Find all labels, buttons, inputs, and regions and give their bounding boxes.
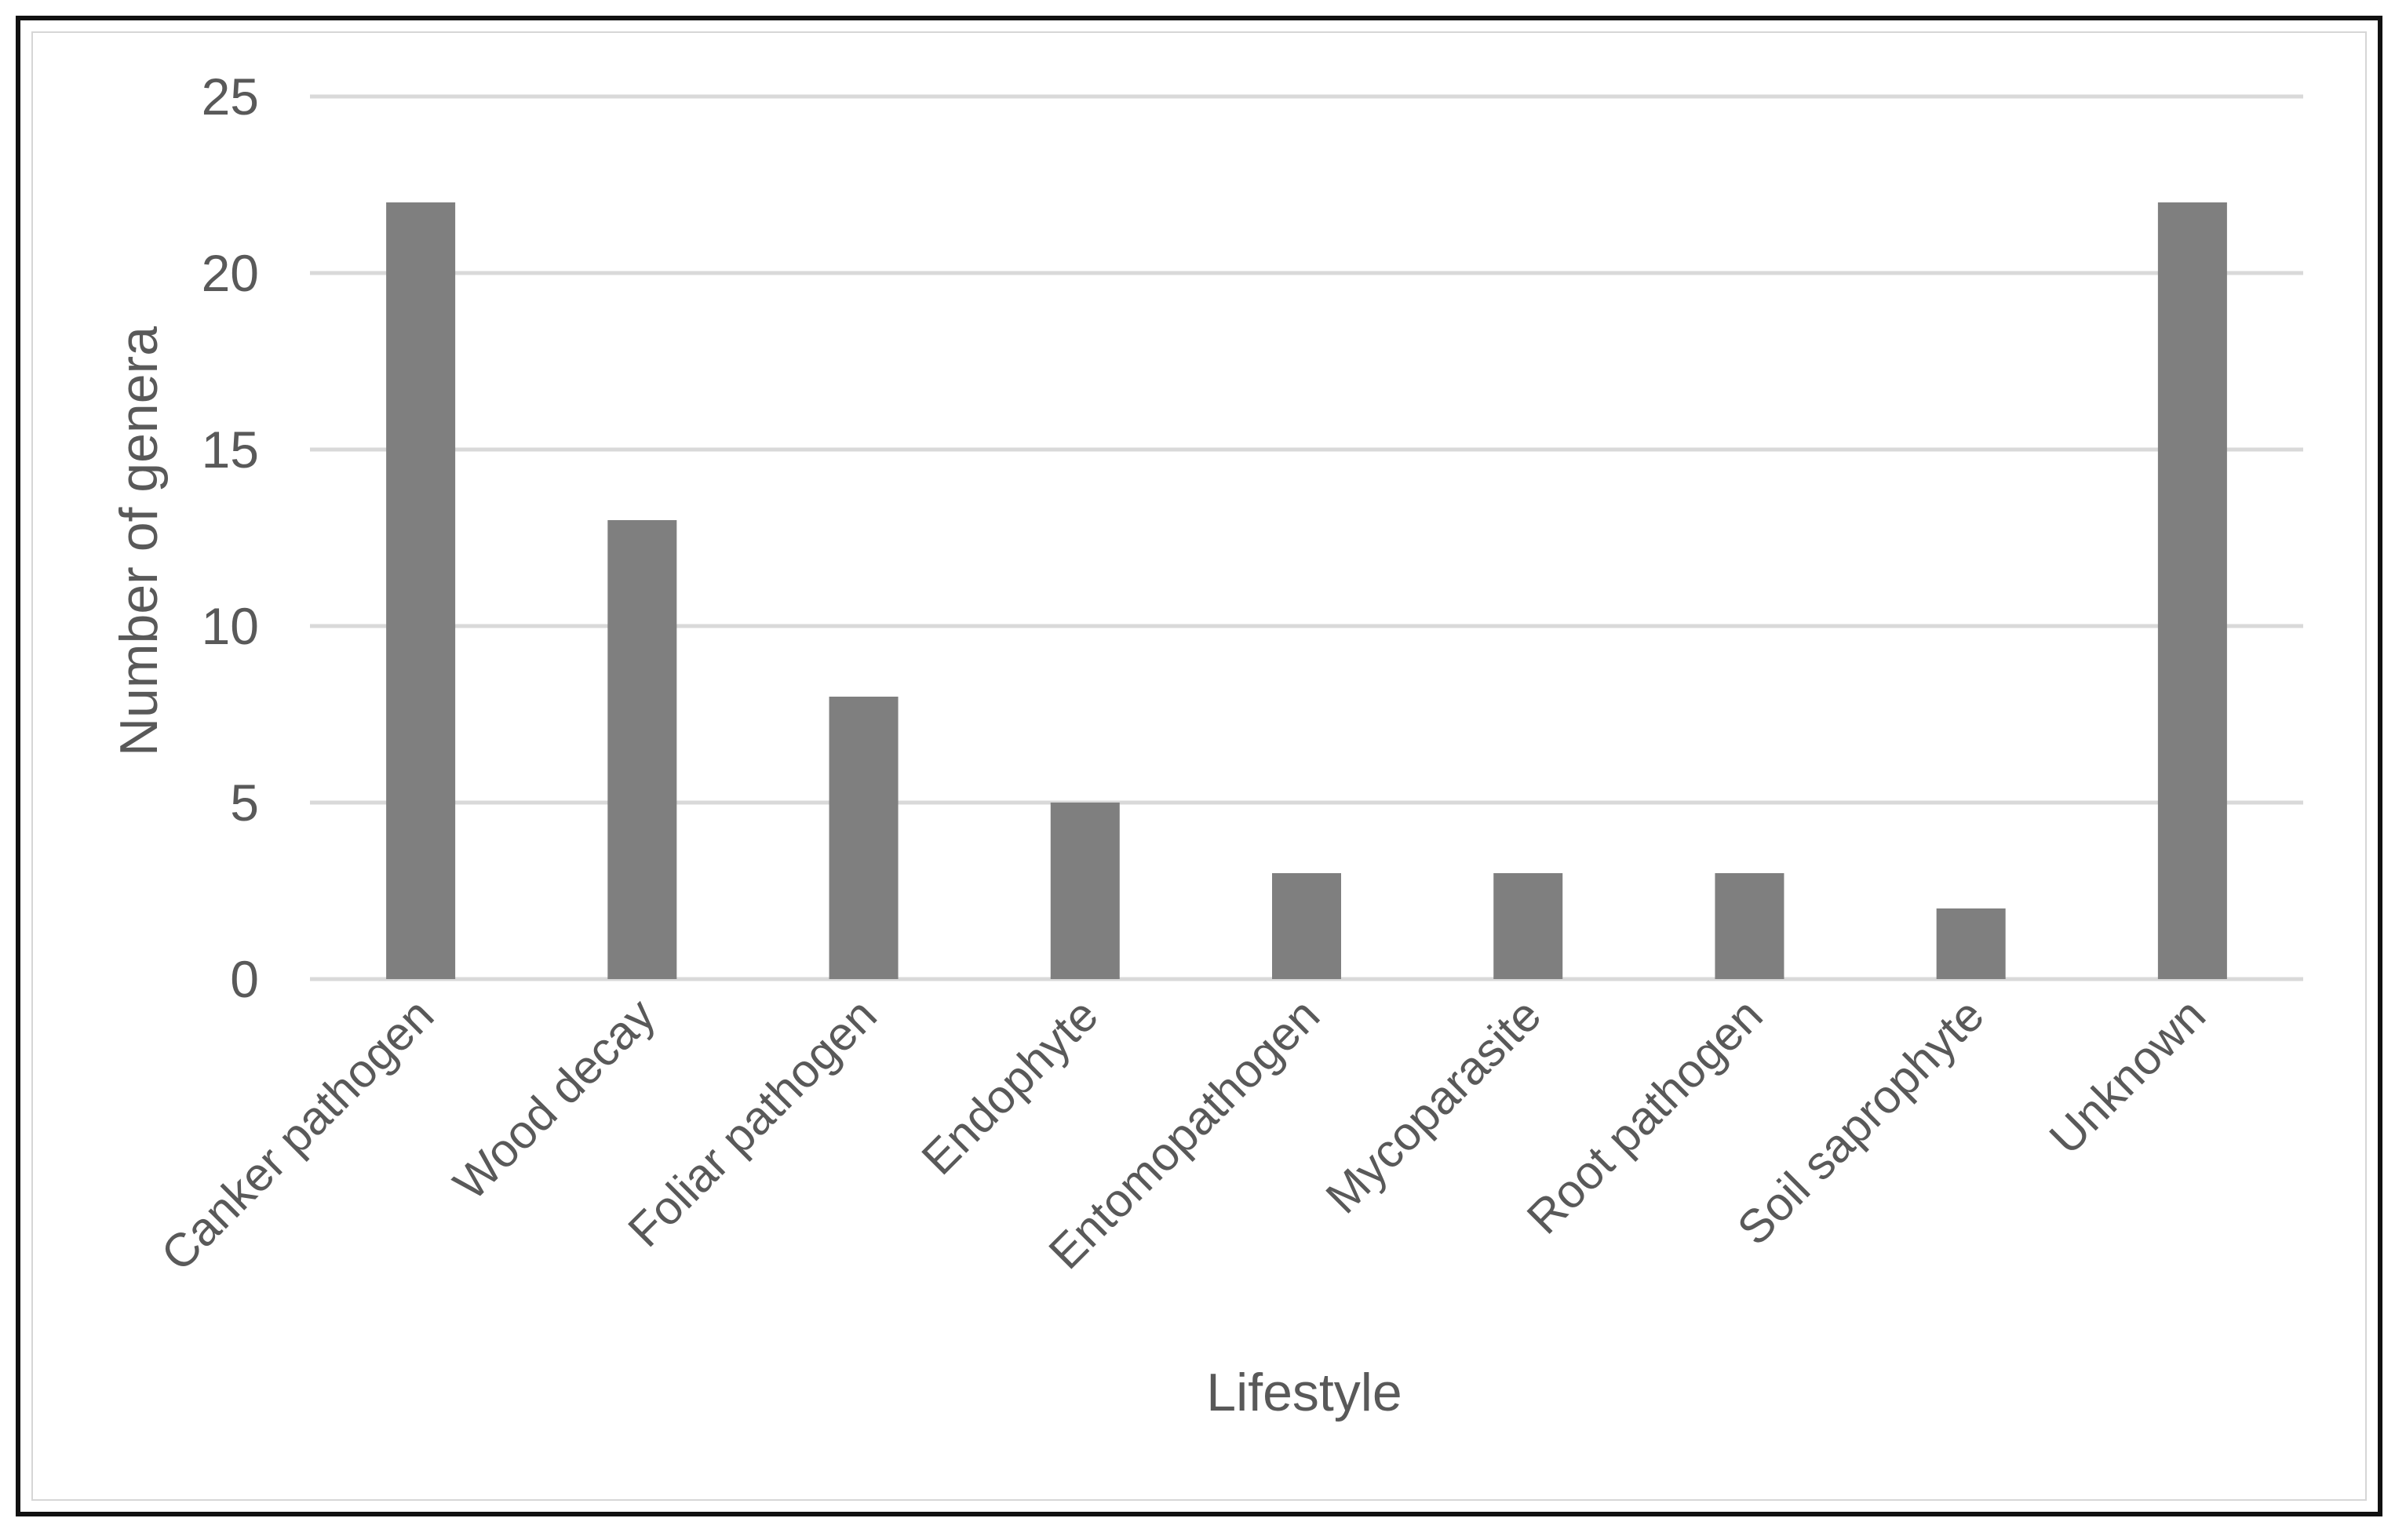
- chart-area-border: [31, 31, 2367, 1501]
- y-tick-label: 15: [202, 420, 259, 479]
- x-category-label: Wood decay: [443, 988, 665, 1210]
- bar-entomopathogen: [1272, 873, 1341, 979]
- x-axis-title: Lifestyle: [1206, 1363, 1402, 1422]
- x-category-label: Root pathogen: [1517, 988, 1773, 1244]
- y-tick-label: 0: [230, 950, 259, 1008]
- bar-wood-decay: [607, 520, 677, 979]
- bar-unknown: [2157, 202, 2227, 979]
- bar-mycoparasite: [1493, 873, 1563, 979]
- y-tick-label: 25: [202, 67, 259, 126]
- bar-soil-saprophyte: [1936, 908, 2006, 979]
- bar-foliar-pathogen: [829, 697, 899, 979]
- y-tick-label: 20: [202, 244, 259, 302]
- x-category-label: Unknown: [2040, 988, 2215, 1164]
- bar-root-pathogen: [1715, 873, 1784, 979]
- x-category-label: Canker pathogen: [151, 988, 443, 1281]
- bar-canker-pathogen: [386, 202, 456, 979]
- bars: [386, 202, 2227, 979]
- y-tick-label: 5: [230, 774, 259, 832]
- y-axis-ticks: 0 5 10 15 20 25: [202, 67, 259, 1008]
- x-category-label: Endophyte: [912, 988, 1108, 1185]
- y-tick-label: 10: [202, 597, 259, 655]
- y-axis-title: Number of genera: [109, 326, 169, 756]
- x-category-label: Mycoparasite: [1316, 988, 1551, 1224]
- bar-endophyte: [1050, 803, 1120, 979]
